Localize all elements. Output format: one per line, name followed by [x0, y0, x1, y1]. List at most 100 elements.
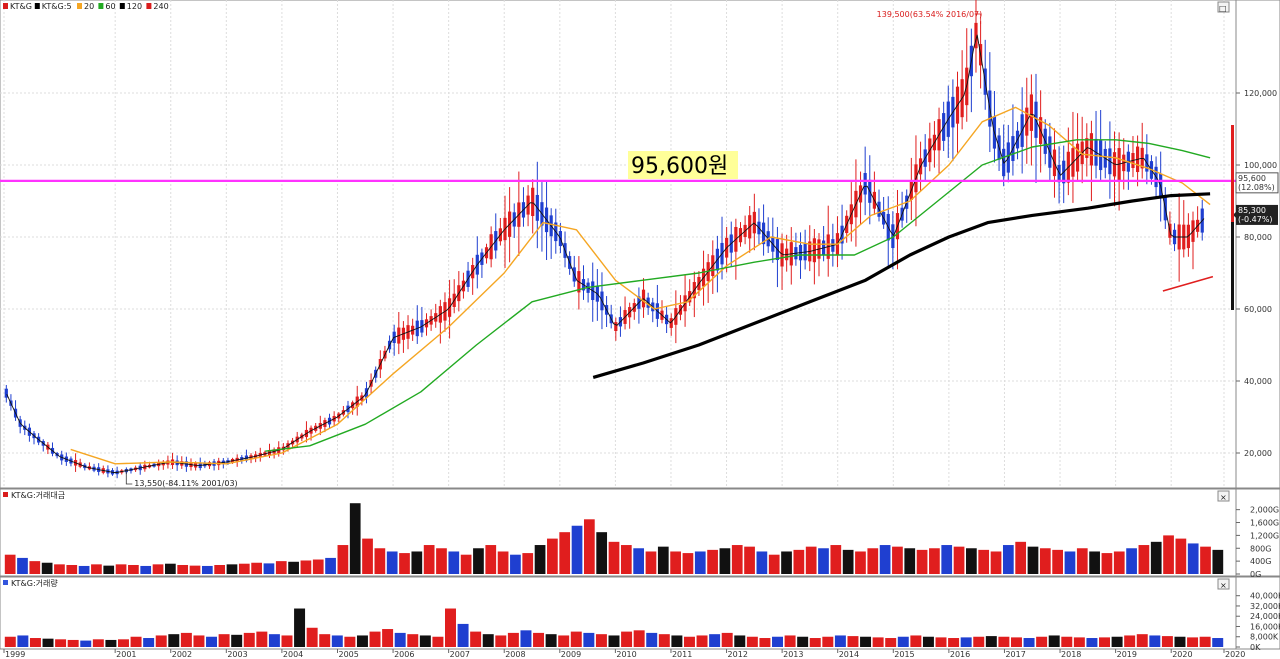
volume-bar: [658, 634, 670, 647]
ma60-line: [265, 139, 1211, 452]
volume-bar: [80, 640, 92, 647]
volume-bar: [105, 639, 117, 647]
volume-bar: [1136, 634, 1148, 647]
trading-value-bar: [1187, 543, 1199, 574]
trading-value-bar: [953, 546, 965, 574]
trading-value-bar: [904, 548, 916, 574]
price-tick-label: 120,000: [1244, 89, 1277, 98]
volume-bar: [470, 631, 482, 647]
trading-value-bar: [1027, 546, 1039, 574]
price-tag-95600: [1235, 172, 1279, 194]
trading-value-bar: [17, 557, 28, 574]
volume-bar: [42, 638, 54, 647]
volume-bar: [1010, 637, 1022, 647]
volume-bar: [935, 637, 947, 647]
trading-value-bar: [1212, 549, 1224, 574]
volume-bar: [734, 635, 746, 647]
volume-bar: [394, 632, 406, 647]
trading-value-bar: [1138, 545, 1150, 574]
volume-bar: [445, 608, 456, 647]
trading-value-bar: [349, 503, 361, 574]
volume-bar: [507, 632, 519, 647]
trading-value-bar: [559, 532, 571, 574]
trading-value-bar: [571, 525, 583, 574]
trading-value-bar: [694, 551, 706, 574]
trading-value-bar: [1052, 549, 1063, 574]
candle-body: [780, 243, 784, 267]
volume-bar: [621, 631, 633, 647]
price-tick-label: 60,000: [1244, 305, 1272, 314]
price-tick-label: 80,000: [1244, 233, 1272, 242]
price-legend: KT&G KT&G:5 20 60 120 240: [3, 2, 169, 11]
volume-bar: [985, 636, 997, 647]
trading-value-bar: [990, 551, 1002, 574]
volume-bar: [709, 634, 721, 647]
time-tick-label: 2003: [227, 650, 247, 659]
trading-value-bar: [781, 551, 792, 574]
bar-axis-label: 1,600G: [1250, 519, 1279, 528]
volume-bar: [268, 634, 280, 647]
candle-body: [752, 211, 756, 234]
trading-value-bar: [929, 548, 940, 574]
volume-bar: [721, 632, 733, 647]
range-bar-black: [1231, 222, 1234, 310]
trading-value-bar: [497, 551, 509, 574]
trading-value-bar: [879, 545, 891, 574]
trading-value-bar: [1015, 541, 1027, 574]
price-panel: [0, 0, 1237, 489]
trading-value-bar: [620, 545, 632, 574]
time-tick-label: 2014: [839, 650, 859, 659]
volume-bar: [1099, 637, 1111, 647]
trading-value-bar: [510, 554, 521, 574]
trading-value-bar: [657, 546, 669, 574]
volume-bar: [998, 636, 1010, 647]
bar-axis-label: 40,000K: [1250, 592, 1280, 601]
volume-bar: [256, 631, 268, 647]
volume-bar: [696, 635, 708, 647]
time-tick-label: 2006: [394, 650, 414, 659]
volume-bar: [683, 636, 695, 647]
volume-bar: [1036, 636, 1048, 647]
close-button-volume[interactable]: ×: [1217, 578, 1230, 590]
volume-bar: [155, 635, 167, 647]
close-button[interactable]: ×: [1217, 490, 1230, 502]
time-tick-label: 2013: [783, 650, 803, 659]
legend-label: KT&G:5: [42, 2, 72, 11]
volume-bar: [1149, 635, 1161, 647]
trading-value-bar: [522, 553, 534, 574]
candle-body: [863, 173, 867, 195]
trading-value-bar: [1076, 548, 1088, 574]
trading-value-bar: [189, 565, 201, 574]
volume-bar: [193, 635, 205, 647]
candle-body: [531, 187, 535, 217]
trading-value-bar: [744, 546, 755, 574]
volume-bar: [520, 630, 532, 647]
big-price-label: 95,600원: [631, 154, 728, 179]
bar-axis-label: 2,000G: [1250, 506, 1279, 515]
volume-bar: [533, 632, 545, 647]
candle-body: [4, 388, 8, 398]
volume-bar: [331, 635, 343, 647]
maximize-icon: □: [1219, 4, 1227, 13]
trading-value-bar: [731, 545, 743, 574]
volume-bar: [1161, 636, 1173, 647]
time-tick-label: 2005: [338, 650, 358, 659]
trading-value-bar: [140, 565, 152, 574]
legend-swatch: [119, 3, 125, 9]
trough-annotation: 13,550(-84.11% 2001/03): [134, 479, 237, 488]
peak-marker: [974, 13, 982, 24]
volume-bar: [1124, 635, 1136, 647]
volume-bar: [847, 636, 859, 647]
trading-value-bar: [830, 545, 842, 574]
volume-bar: [281, 635, 293, 647]
maximize-button[interactable]: □: [1217, 1, 1230, 13]
trading-value-bar: [1200, 546, 1211, 574]
price-tag-85300: [1236, 204, 1278, 225]
volume-bar: [558, 635, 570, 647]
trading-value-bar: [793, 549, 805, 574]
close-icon: ×: [1220, 581, 1227, 590]
trading-value-bar: [300, 560, 312, 574]
trading-value-bar: [91, 564, 102, 574]
trading-value-bars: 2,000G 1,600G 1,200G 800G 400G 0G: [4, 503, 1279, 579]
trough-marker: [125, 469, 133, 485]
